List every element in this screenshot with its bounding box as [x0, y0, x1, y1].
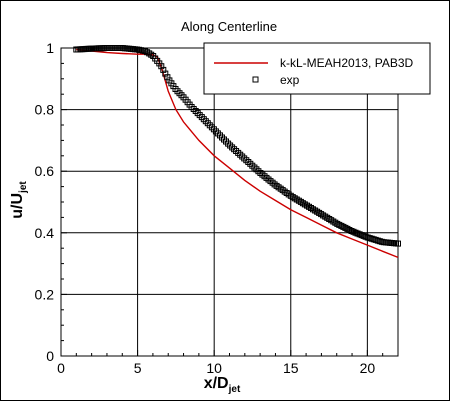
y-tick-label: 0.6: [35, 163, 55, 179]
x-tick-label: 0: [57, 360, 65, 376]
x-axis-label-main: x/D: [204, 375, 229, 392]
y-tick-label: 0: [46, 348, 54, 364]
y-tick-label: 0.4: [35, 225, 55, 241]
x-tick-label: 15: [283, 360, 299, 376]
y-tick-label: 0.8: [35, 102, 55, 118]
chart-title: Along Centerline: [181, 19, 277, 34]
y-axis-label-sub: jet: [18, 181, 29, 194]
x-tick-label: 10: [206, 360, 222, 376]
y-tick-label: 0.2: [35, 286, 55, 302]
legend-label-exp: exp: [280, 73, 300, 87]
x-tick-label: 5: [134, 360, 142, 376]
y-axis-label-main: u/U: [9, 193, 26, 219]
x-tick-label: 20: [360, 360, 376, 376]
y-axis-label: u/Ujet: [9, 181, 29, 219]
legend-label-model: k-kL-MEAH2013, PAB3D: [280, 56, 413, 70]
legend: k-kL-MEAH2013, PAB3D exp: [204, 43, 430, 94]
x-axis-label: x/Djet: [204, 375, 241, 395]
y-tick-label: 1: [46, 40, 54, 56]
x-axis-label-sub: jet: [228, 384, 241, 395]
